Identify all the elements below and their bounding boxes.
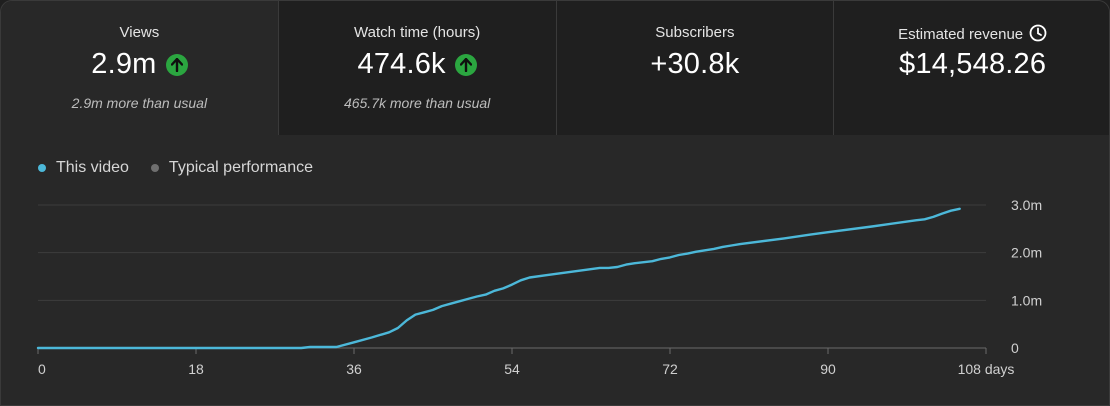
legend-typical-performance[interactable]: Typical performance <box>150 159 313 177</box>
tab-views[interactable]: Views 2.9m 2.9m more than usual <box>1 1 279 135</box>
trend-up-icon <box>454 53 477 76</box>
trend-up-icon <box>165 53 188 76</box>
x-tick-label: 108 days <box>958 361 1015 377</box>
x-tick-label: 90 <box>820 361 836 377</box>
typical-dot-icon <box>150 164 159 172</box>
views-line-chart[interactable]: 0 1.0m 2.0m 3.0m 0 18 36 54 72 90 108 days <box>1 191 1110 391</box>
tab-views-sub: 2.9m more than usual <box>71 95 208 111</box>
y-tick-label: 3.0m <box>1011 197 1042 213</box>
tab-subscribers-value: +30.8k <box>650 48 740 80</box>
tab-watch-time[interactable]: Watch time (hours) 474.6k 465.7k more th… <box>278 1 557 135</box>
legend-typical-label: Typical performance <box>168 159 313 176</box>
series-dot-icon <box>38 164 46 172</box>
tab-views-label: Views <box>119 24 160 41</box>
y-tick-label: 1.0m <box>1011 292 1042 308</box>
clock-icon <box>1029 24 1047 46</box>
x-tick-label: 36 <box>346 361 362 377</box>
tab-watch-time-value: 474.6k <box>357 48 446 80</box>
tab-revenue-label: Estimated revenue <box>898 26 1024 43</box>
tab-watch-time-label: Watch time (hours) <box>354 24 481 41</box>
metric-tabs: Views 2.9m 2.9m more than usual Watch ti… <box>1 1 1109 135</box>
y-tick-label: 2.0m <box>1011 245 1042 261</box>
tab-subscribers-label: Subscribers <box>655 24 735 41</box>
tab-subscribers[interactable]: Subscribers +30.8k <box>556 1 835 135</box>
x-tick-label: 54 <box>504 361 520 377</box>
x-tick-label: 72 <box>662 361 678 377</box>
tab-estimated-revenue[interactable]: Estimated revenue $14,548.26 <box>834 1 1109 135</box>
x-tick-label: 0 <box>38 361 46 377</box>
tab-revenue-value: $14,548.26 <box>899 48 1047 80</box>
tab-watch-time-sub: 465.7k more than usual <box>343 95 491 111</box>
x-tick-label: 18 <box>188 361 204 377</box>
y-tick-label: 0 <box>1011 340 1019 356</box>
legend-this-video-label: This video <box>56 159 129 176</box>
series-line-this-video <box>36 207 961 350</box>
legend-this-video[interactable]: This video <box>38 159 129 177</box>
chart-legend: This video Typical performance <box>38 159 313 177</box>
tab-views-value: 2.9m <box>91 48 157 80</box>
